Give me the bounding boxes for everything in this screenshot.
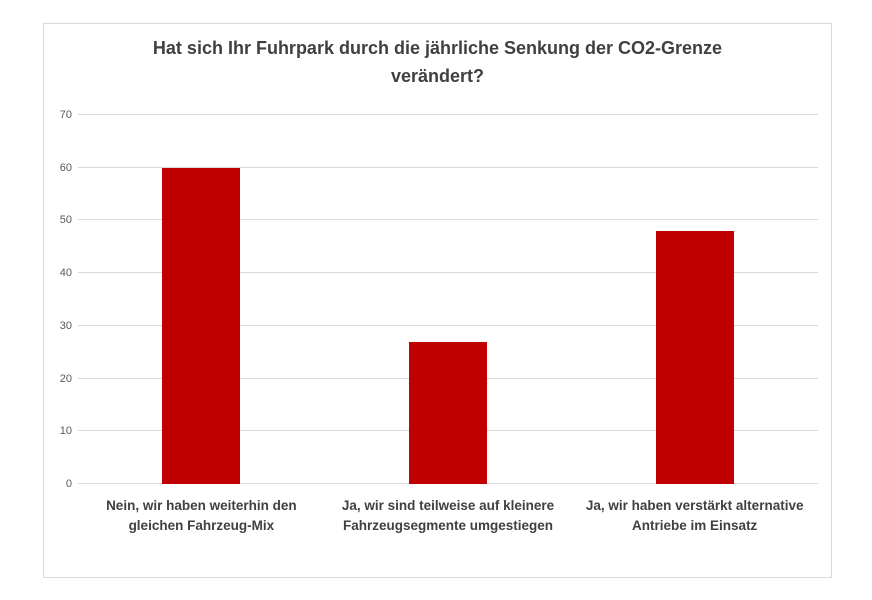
bar-slot-3 [571, 115, 818, 484]
x-category-label-3: Ja, wir haben verstärkt alternative Antr… [571, 496, 818, 535]
x-category-label-text: Nein, wir haben weiterhin den gleichen F… [106, 498, 297, 533]
x-axis-labels: Nein, wir haben weiterhin den gleichen F… [78, 496, 818, 535]
y-tick-label-60: 60 [59, 161, 72, 174]
y-tick-label-40: 40 [59, 267, 72, 280]
gridline-40 [78, 272, 818, 274]
gridline-60 [78, 166, 818, 168]
bar-1 [162, 167, 241, 484]
gridline-50 [78, 219, 818, 221]
y-tick-label-50: 50 [59, 214, 72, 227]
y-tick-label-0: 0 [65, 478, 72, 490]
y-axis: 0 10 20 30 40 50 60 70 [44, 109, 72, 490]
bar-slot-1 [78, 115, 325, 484]
chart-title: Hat sich Ihr Fuhrpark durch die jährlich… [152, 38, 723, 86]
x-category-label-2: Ja, wir sind teilweise auf kleinere Fahr… [325, 496, 572, 535]
bar-2 [409, 341, 487, 484]
chart-frame: Hat sich Ihr Fuhrpark durch die jährlich… [43, 23, 832, 578]
y-tick-label-30: 30 [59, 319, 72, 332]
y-tick-label-20: 20 [59, 372, 72, 385]
gridline-30 [78, 324, 818, 326]
bars-container [78, 115, 818, 484]
x-category-label-text: Ja, wir haben verstärkt alternative Antr… [585, 498, 804, 533]
x-category-label-1: Nein, wir haben weiterhin den gleichen F… [78, 496, 325, 535]
x-category-label-text: Ja, wir sind teilweise auf kleinere Fahr… [341, 498, 555, 533]
y-tick-label-10: 10 [59, 425, 72, 438]
bar-slot-2 [325, 115, 572, 484]
bar-3 [655, 230, 734, 484]
gridline-70 [78, 114, 818, 115]
y-tick-label-70: 70 [59, 109, 72, 121]
plot-area [78, 114, 818, 484]
